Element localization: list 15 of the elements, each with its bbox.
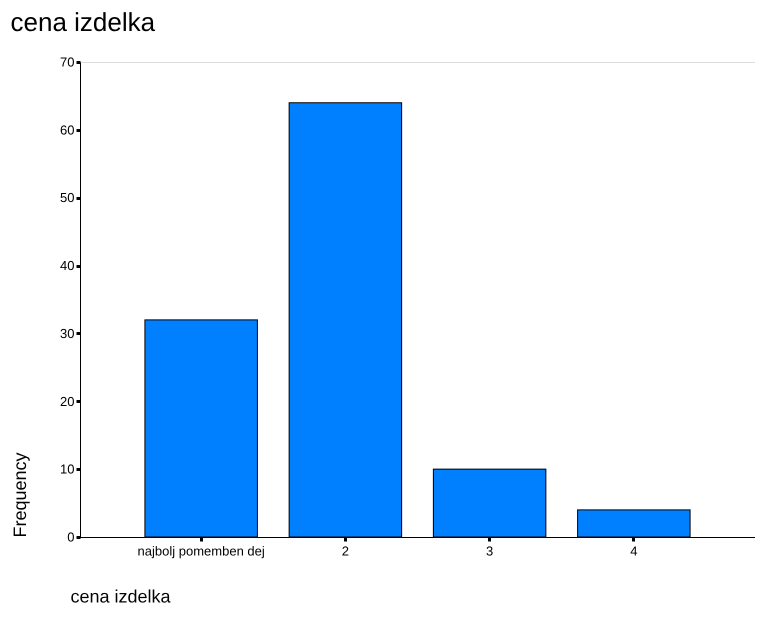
y-axis-title: Frequency xyxy=(10,452,30,538)
chart-title: cena izdelka xyxy=(10,7,156,37)
y-tick-label: 20 xyxy=(60,394,74,409)
x-tick-label: 4 xyxy=(630,544,638,558)
x-tick-label: najbolj pomemben dej xyxy=(138,544,265,558)
y-tick-label: 10 xyxy=(60,462,74,477)
y-tick-label: 30 xyxy=(60,326,74,341)
x-tick-label: 2 xyxy=(342,544,349,558)
y-tick-label: 40 xyxy=(60,258,74,274)
y-tick-label: 0 xyxy=(67,530,74,544)
y-tick-label: 60 xyxy=(60,122,74,138)
y-tick-label: 70 xyxy=(60,54,74,70)
x-tick-label: 3 xyxy=(486,544,494,558)
y-tick-label: 50 xyxy=(60,190,74,206)
x-axis-title: cena izdelka xyxy=(70,586,172,606)
